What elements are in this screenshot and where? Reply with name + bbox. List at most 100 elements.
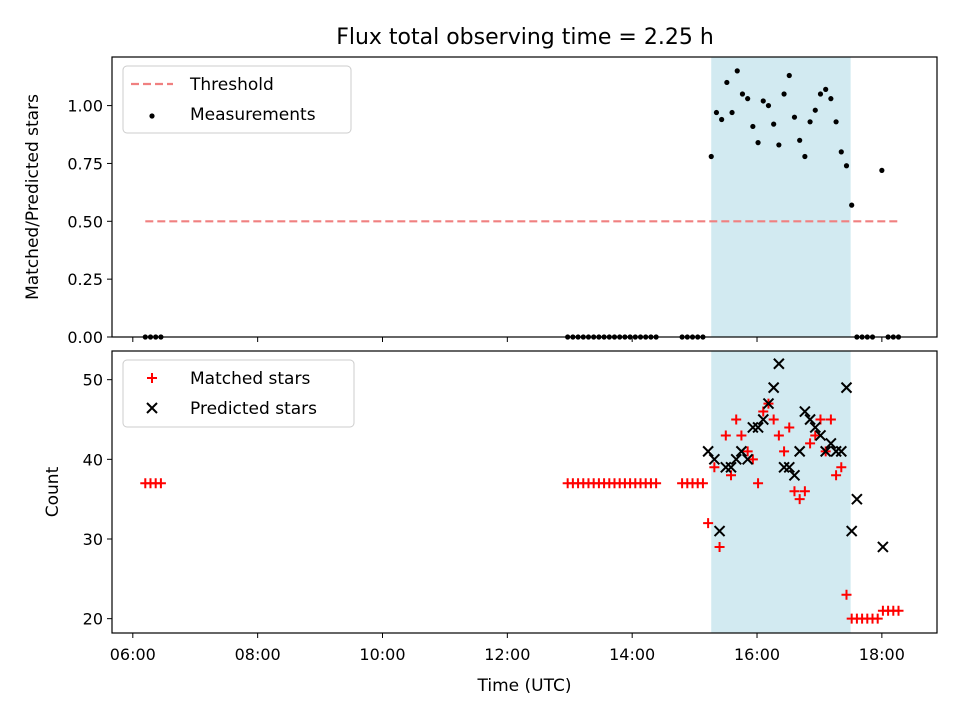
predicted-star-point	[773, 358, 785, 370]
predicted-star-point	[830, 445, 842, 458]
legend-measurement-swatch	[149, 113, 155, 119]
count-panel: 06:00 08:00 10:00 12:00 14:00 16:00 18:00 20 30 4…	[43, 350, 938, 696]
measurement-point	[760, 98, 766, 104]
legend-box-bottom	[122, 359, 355, 428]
x-tick-label: 16:00	[734, 645, 780, 664]
predicted-star-point	[713, 525, 726, 537]
axes-frame-bottom	[111, 350, 938, 634]
measurement-point	[828, 96, 834, 102]
predicted-star-point	[747, 421, 759, 434]
predicted-star-point	[845, 525, 858, 537]
y-tick-label: 20	[83, 610, 103, 629]
predicted-star-point	[708, 453, 721, 466]
measurement-point	[776, 142, 782, 148]
predicted-star-point	[725, 461, 737, 474]
matched-star-point	[799, 486, 810, 497]
measurement-point	[812, 107, 818, 113]
matched-star-point	[703, 518, 714, 529]
measurement-point	[719, 116, 725, 123]
measurement-point	[791, 114, 798, 120]
y-tick-label: 40	[83, 450, 103, 469]
y-axis-label: Count	[43, 466, 63, 517]
predicted-star-point	[804, 413, 816, 426]
x-tick-label: 12:00	[484, 645, 530, 664]
matched-star-point	[709, 462, 720, 473]
observing-window-top	[711, 57, 851, 337]
y-tick-label: 50	[83, 371, 103, 390]
matched-star-point	[753, 478, 764, 489]
measurement-point	[849, 202, 855, 208]
y-tick-label: 0.25	[67, 270, 103, 289]
predicted-star-point	[799, 405, 811, 418]
legend-box-top	[122, 65, 352, 134]
legend-label: Threshold	[189, 75, 274, 95]
predicted-star-point	[819, 445, 832, 458]
predicted-star-point	[788, 469, 801, 481]
matched-star-point	[731, 414, 742, 425]
x-tick-label: 08:00	[235, 645, 281, 664]
matched-star-point	[768, 414, 779, 425]
matched-star-point	[825, 414, 836, 425]
predicted-star-point	[793, 445, 806, 458]
predicted-star-point	[814, 429, 827, 442]
legend-matched-swatch	[147, 373, 157, 383]
matched-star-point	[836, 462, 847, 473]
measurement-point	[843, 163, 850, 169]
matched-star-point	[784, 422, 795, 433]
measurement-point	[713, 109, 720, 116]
y-tick-label: 0.50	[67, 212, 103, 231]
measurement-point	[823, 86, 829, 92]
matched-star-point	[773, 430, 784, 441]
measurement-point	[734, 68, 740, 74]
matched-star-point	[779, 446, 790, 457]
predicted-star-point	[767, 381, 780, 394]
matched-star-point	[789, 486, 800, 497]
measurement-point	[771, 121, 777, 127]
legend-predicted-swatch	[146, 402, 158, 414]
matched-star-point	[831, 470, 842, 481]
y-tick-label: 0.00	[67, 328, 103, 347]
measurement-point	[802, 153, 808, 160]
matched-star-point	[747, 454, 758, 465]
predicted-star-point	[809, 421, 821, 434]
x-tick-label: 10:00	[359, 645, 405, 664]
matched-star-point	[714, 541, 725, 552]
matched-star-point	[805, 438, 816, 449]
matched-star-point	[810, 430, 821, 441]
chart-title: Flux total observing time = 2.25 h	[336, 25, 714, 50]
measurement-point	[781, 91, 787, 97]
measurement-point	[745, 96, 751, 102]
predicted-star-point	[741, 453, 754, 466]
legend-label: Measurements	[190, 105, 316, 125]
y-tick-label: 30	[83, 530, 103, 549]
measurement-point	[786, 72, 792, 79]
x-tick-label: 06:00	[110, 645, 156, 664]
x-tick-label: 14:00	[609, 645, 655, 664]
predicted-star-point	[762, 397, 775, 410]
x-tick-label: 18:00	[859, 645, 905, 664]
measurement-point	[729, 109, 735, 116]
predicted-star-point	[702, 445, 714, 458]
predicted-star-point	[757, 413, 769, 426]
y-tick-label: 0.75	[67, 154, 103, 173]
matched-star-point	[651, 478, 662, 489]
predicted-star-point	[783, 461, 795, 474]
y-axis-label: Matched/Predicted stars	[23, 94, 43, 300]
measurement-point	[755, 140, 761, 146]
ratio-panel: 0.00 0.25 0.50 0.75 1.00 Matched/Predicted st…	[23, 56, 938, 347]
predicted-star-point	[735, 445, 748, 458]
axes-frame-top	[111, 56, 938, 338]
measurement-point	[750, 123, 756, 130]
predicted-star-point	[752, 421, 764, 434]
matched-star-point	[893, 605, 904, 616]
predicted-star-point	[778, 461, 790, 474]
measurement-point	[708, 153, 714, 160]
matched-star-point	[872, 613, 883, 624]
matched-star-point	[794, 494, 805, 505]
x-axis-label: Time (UTC)	[477, 676, 572, 696]
matched-star-point	[736, 430, 747, 441]
measurement-point	[807, 119, 813, 125]
predicted-star-point	[835, 445, 847, 458]
legend-label: Matched stars	[190, 369, 310, 389]
observing-window-bottom	[711, 351, 851, 633]
